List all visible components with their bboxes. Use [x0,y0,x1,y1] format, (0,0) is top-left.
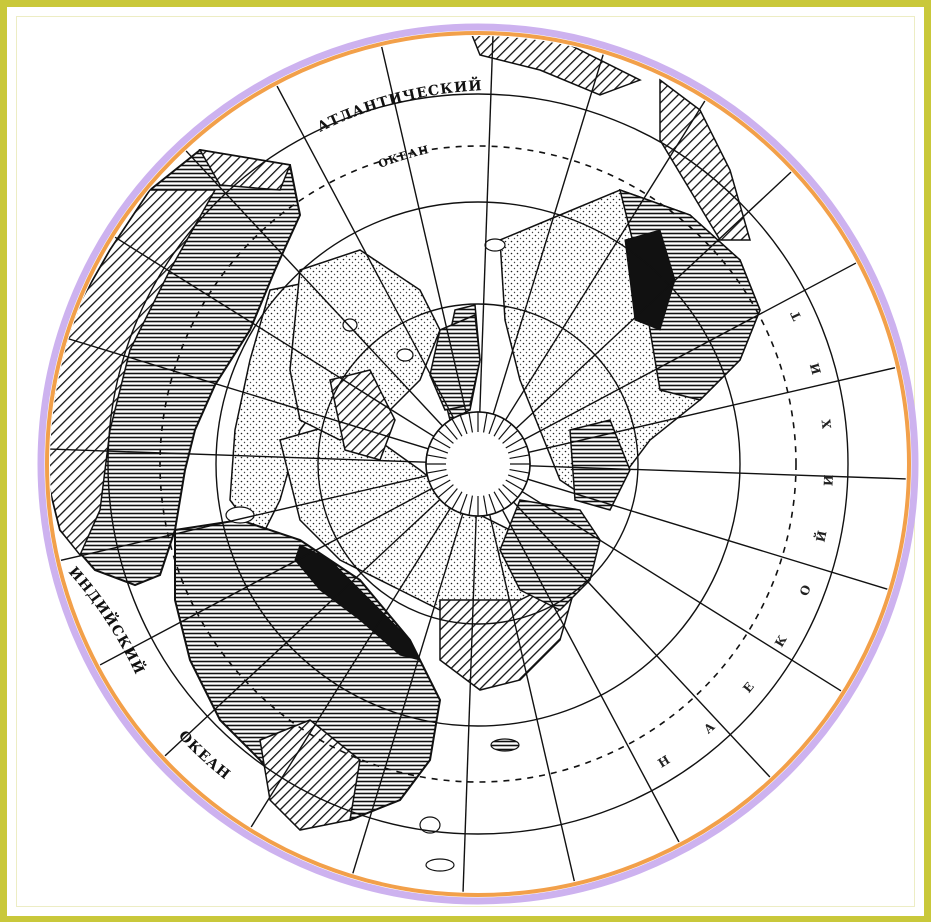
pole-tick [498,488,512,505]
meridian-line [489,514,578,892]
meridian-line [501,509,686,853]
island-2 [425,858,455,872]
meridian-line [523,256,867,441]
land-siberia [499,499,601,611]
meridian-line [378,36,467,414]
pole-tick [505,437,524,449]
pole-tick [428,445,449,454]
pole-tick [502,430,519,444]
island-japan [490,738,520,752]
pole-tick [498,423,512,440]
pole-tick [507,445,528,454]
meridian-line [521,490,852,698]
island-1 [419,816,441,834]
meridian-line [527,478,899,594]
pole-tick [426,454,447,460]
pacific-letter: И [807,361,824,376]
meridian-line [155,498,441,765]
meridian-line [104,230,435,438]
pole-tick [502,484,519,498]
pole-tick [451,491,463,510]
parallels [107,93,849,835]
pole-tick [444,423,458,440]
meridian-line [461,515,477,892]
pole-tick [426,468,447,474]
pole-tick [468,495,474,516]
meridian-line [512,501,779,787]
land-top-right [659,78,751,241]
meridian-line [528,364,906,453]
pole-tick [482,495,488,516]
pole-tick [428,474,449,483]
pole-tick [488,414,497,435]
land-indochina [259,719,361,831]
pole-tick [459,493,468,514]
land-himalaya [294,544,421,661]
pole-tick [432,437,451,449]
pole-tick [505,479,524,491]
meridian-line [50,475,428,564]
land-south-asia [174,518,442,822]
pole-tick [459,414,468,435]
meridian-line [492,43,608,415]
pole-tick [437,484,454,498]
pole-tick [451,418,463,437]
land-rockies [624,229,676,331]
pole-tick [444,488,458,505]
meridian-line [479,36,495,413]
pacific-letter: О [797,583,814,598]
meridian-line [515,163,801,430]
pole-tick [493,418,505,437]
land-eastern-europe [329,369,396,461]
meridian-line [504,90,712,421]
meridian-line [177,141,444,427]
meridian-line [57,334,429,450]
pacific-letter: Х [819,418,834,430]
pole-tick [468,412,474,433]
pole-tick [493,491,505,510]
pole-tick [488,493,497,514]
pole-tick [482,412,488,433]
meridian-line [348,513,464,885]
pacific-letter: Й [811,529,829,543]
map-disc [50,36,906,892]
island-6 [484,238,506,252]
outer-ring [37,23,919,905]
land-europe [289,249,441,441]
pacific-letter: И [821,474,836,486]
meridian-line [244,507,452,838]
meridian-line [529,465,906,481]
land-africa-top-strip [198,149,292,191]
meridians [50,36,906,892]
pole-tick [432,479,451,491]
meridian-line [270,75,455,419]
tropic-dashed [159,145,797,783]
pole-ticks [426,412,530,516]
island-3 [396,348,414,362]
pole-tick [509,454,530,460]
meridian-line [50,447,427,463]
pole-tick [507,474,528,483]
land-alaska-coast [569,419,631,511]
pole-tick [509,468,530,474]
meridian-line [89,487,433,672]
pole-center [446,432,510,496]
pole-tick [437,430,454,444]
